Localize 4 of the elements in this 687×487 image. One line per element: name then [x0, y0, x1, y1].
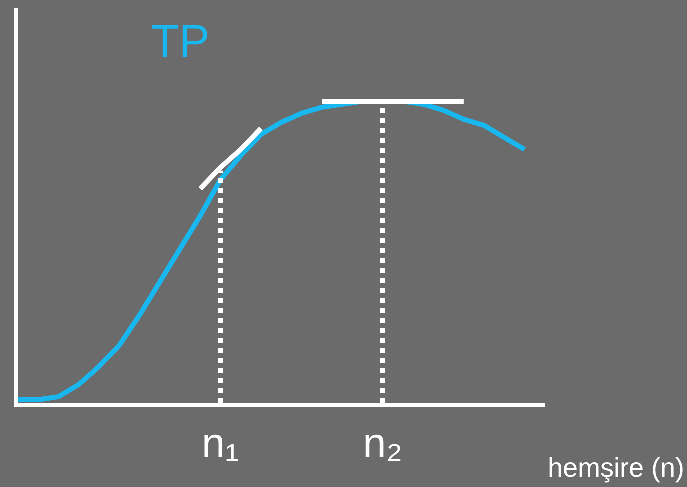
series-label: TP: [151, 15, 210, 67]
x-tick-label: n₂: [363, 419, 403, 466]
x-axis-title: hemşire (n): [548, 453, 685, 483]
x-tick-label: n₁: [202, 419, 240, 466]
